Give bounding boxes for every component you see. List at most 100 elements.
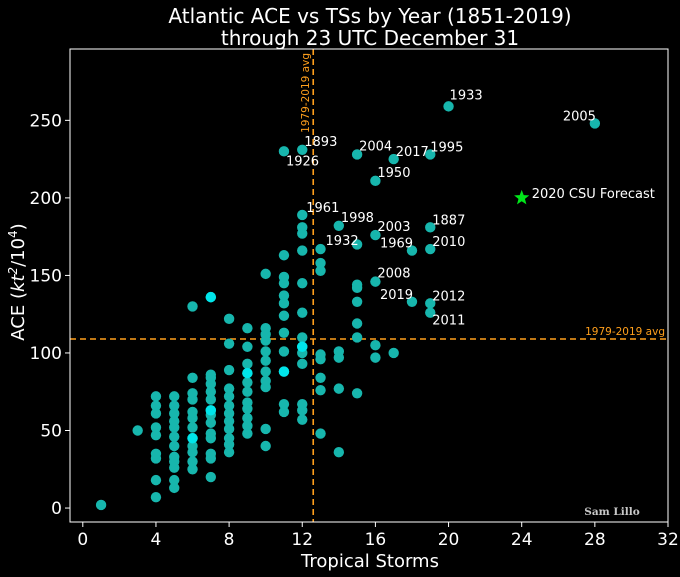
data-point — [425, 222, 436, 233]
year-label: 2012 — [432, 289, 465, 304]
data-point-highlight — [242, 367, 253, 379]
horizontal-average-label: 1979-2019 avg — [585, 326, 665, 338]
data-point — [205, 471, 217, 483]
data-point — [187, 406, 198, 418]
data-point — [278, 327, 290, 338]
data-point — [297, 144, 308, 156]
x-tick-label: 4 — [151, 530, 162, 550]
data-point — [297, 277, 308, 289]
data-point — [242, 322, 253, 334]
x-tick-label: 8 — [224, 530, 235, 550]
data-point — [260, 346, 271, 357]
data-point — [297, 245, 308, 256]
data-point — [333, 220, 345, 231]
data-point — [278, 406, 290, 418]
data-point — [169, 415, 180, 427]
data-point — [370, 175, 381, 187]
data-point — [333, 383, 345, 394]
year-label: 2004 — [359, 139, 392, 154]
y-axis-label: ACE (kt2/104) — [6, 223, 29, 340]
x-tick-label: 12 — [291, 530, 313, 550]
year-label: 2017 — [396, 145, 429, 160]
y-axis: 0 50 100 150 200 250 — [30, 111, 70, 519]
data-point — [205, 394, 217, 405]
data-point — [223, 423, 235, 435]
data-point — [370, 340, 381, 351]
data-point — [260, 423, 271, 435]
x-axis: 0 4 8 12 16 20 24 28 32 — [77, 522, 679, 550]
data-point — [297, 332, 308, 343]
year-label: 1932 — [326, 234, 359, 249]
data-point — [187, 372, 198, 383]
year-label: 1961 — [306, 201, 339, 216]
data-point — [351, 239, 363, 250]
data-point — [169, 440, 180, 452]
data-point — [333, 447, 345, 458]
year-label: 1893 — [304, 135, 337, 150]
year-label: 2005 — [563, 109, 596, 124]
data-point — [260, 440, 271, 452]
data-point — [150, 474, 162, 486]
data-point — [260, 375, 271, 387]
data-point — [297, 398, 308, 410]
data-point — [406, 245, 418, 256]
data-point — [351, 149, 363, 160]
data-point — [242, 358, 253, 370]
data-point — [315, 372, 326, 383]
x-tick-label: 16 — [365, 530, 387, 550]
year-label: 1933 — [450, 88, 483, 103]
data-point — [205, 369, 217, 380]
year-label: 2008 — [377, 267, 410, 282]
data-point — [278, 310, 290, 321]
data-point — [278, 271, 290, 283]
vertical-average-label: 1979-2019 avg — [300, 53, 312, 133]
data-point — [278, 250, 290, 261]
year-label: 1926 — [286, 154, 319, 169]
year-label: 1998 — [341, 211, 374, 226]
data-point — [205, 417, 217, 428]
data-point — [150, 429, 162, 441]
data-point — [187, 422, 198, 433]
data-point — [260, 366, 271, 377]
data-point — [333, 346, 345, 357]
data-point — [315, 349, 326, 360]
data-point — [223, 433, 235, 444]
y-axis-label-divisor: /10 — [8, 238, 29, 267]
y-axis-label-square: 2 — [6, 267, 20, 275]
data-point — [315, 257, 326, 269]
data-point — [260, 322, 271, 334]
data-point-highlight — [297, 341, 308, 352]
data-point — [425, 307, 436, 318]
y-axis-label-base: ACE ( — [8, 292, 29, 341]
data-point-highlight — [205, 291, 217, 303]
data-point — [205, 428, 217, 439]
year-label: 2011 — [432, 314, 465, 329]
data-point — [242, 412, 253, 424]
data-point — [388, 153, 399, 165]
y-tick-label: 200 — [30, 189, 62, 209]
data-point — [351, 318, 363, 329]
data-point — [351, 388, 363, 399]
data-point — [223, 391, 235, 402]
data-point — [223, 415, 235, 427]
data-point — [388, 347, 399, 359]
data-point — [187, 440, 198, 452]
y-tick-label: 100 — [30, 344, 62, 364]
data-point — [315, 428, 326, 439]
year-label: 1969 — [380, 237, 413, 252]
data-point — [242, 420, 253, 432]
data-point — [297, 209, 308, 221]
data-point — [278, 346, 290, 357]
data-point — [315, 243, 326, 255]
data-point — [205, 386, 217, 397]
data-point — [278, 298, 290, 309]
data-point — [242, 341, 253, 352]
data-point — [425, 298, 436, 309]
y-axis-label-exponent: 4 — [6, 230, 20, 238]
data-point — [150, 408, 162, 419]
data-point — [187, 464, 198, 475]
data-point — [223, 313, 235, 325]
data-point — [223, 408, 235, 419]
year-label: 2010 — [432, 235, 465, 250]
